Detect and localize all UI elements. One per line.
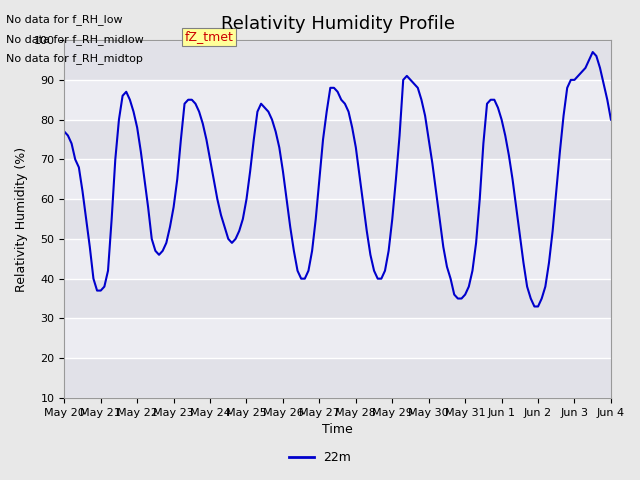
Bar [64,159,611,199]
Bar [64,80,611,120]
Bar [64,120,611,159]
Bar [64,239,611,279]
Bar [64,40,611,80]
Text: No data for f_RH_low: No data for f_RH_low [6,14,123,25]
Text: No data for f_RH_midlow: No data for f_RH_midlow [6,34,144,45]
Title: Relativity Humidity Profile: Relativity Humidity Profile [221,15,454,33]
Bar [64,199,611,239]
Legend: 22m: 22m [284,446,356,469]
Text: No data for f_RH_midtop: No data for f_RH_midtop [6,53,143,64]
Bar [64,279,611,318]
Bar [64,358,611,398]
X-axis label: Time: Time [322,423,353,436]
Text: fZ_tmet: fZ_tmet [184,30,234,43]
Bar [64,318,611,358]
Y-axis label: Relativity Humidity (%): Relativity Humidity (%) [15,146,28,291]
